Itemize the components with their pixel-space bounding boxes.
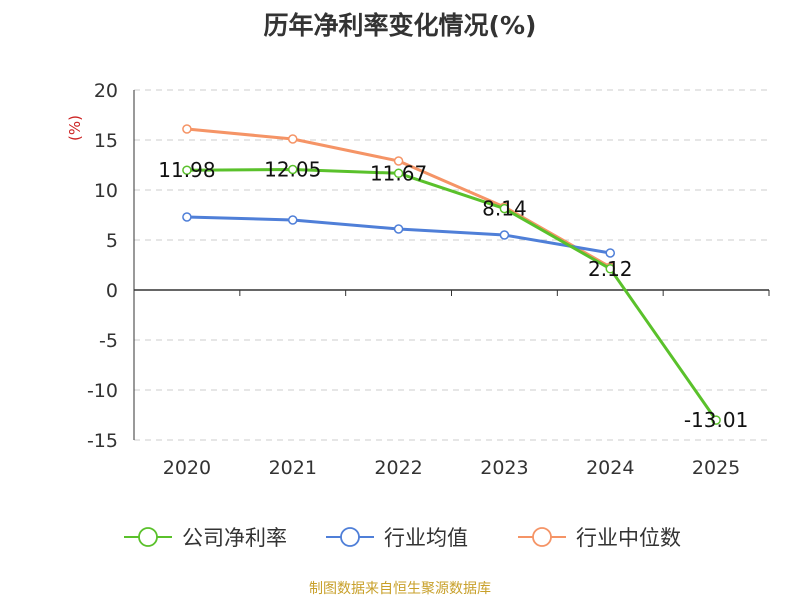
y-tick-label: 15 [94, 130, 118, 152]
x-tick-label: 2022 [374, 457, 422, 479]
series-line [186, 168, 718, 421]
y-tick-label: 0 [106, 280, 118, 302]
legend-marker [532, 527, 552, 547]
data-point [499, 203, 510, 214]
legend-label: 公司净利率 [182, 526, 287, 550]
data-label: 11.67 [370, 161, 427, 185]
data-point [499, 230, 510, 240]
x-tick-label: 2020 [163, 457, 211, 479]
data-point [605, 264, 615, 274]
data-point [288, 215, 298, 225]
data-label: 11.98 [158, 158, 215, 182]
data-point [393, 224, 404, 234]
legend-label: 行业中位数 [576, 526, 681, 550]
series-line [186, 127, 611, 269]
source-note: 制图数据来自恒生聚源数据库 [309, 581, 491, 597]
y-tick-label: -5 [99, 330, 118, 352]
data-point [182, 124, 192, 134]
data-point [393, 156, 404, 166]
y-axis-label: (%) [66, 115, 84, 141]
data-point [182, 212, 192, 222]
data-point [182, 165, 192, 175]
data-label: 8.14 [482, 197, 527, 221]
y-tick-label: -15 [87, 430, 118, 452]
chart-title: 历年净利率变化情况(%) [263, 11, 537, 40]
series-line [186, 215, 611, 255]
data-point [605, 248, 615, 258]
y-tick-label: -10 [87, 380, 118, 402]
legend-marker [340, 527, 360, 547]
data-point [393, 168, 404, 179]
data-label: -13.01 [684, 408, 748, 432]
y-tick-label: 10 [94, 180, 118, 202]
x-tick-label: 2023 [480, 457, 528, 479]
data-point [711, 415, 721, 425]
x-tick-label: 2024 [586, 457, 634, 479]
legend-marker [138, 527, 158, 547]
y-tick-label: 20 [94, 80, 118, 102]
data-point [288, 164, 298, 175]
data-point [288, 134, 298, 144]
data-label: 2.12 [588, 257, 633, 281]
x-tick-label: 2025 [692, 457, 740, 479]
data-label: 12.05 [264, 158, 321, 182]
y-tick-label: 5 [106, 230, 118, 252]
legend-label: 行业均值 [384, 526, 468, 550]
x-tick-label: 2021 [269, 457, 317, 479]
